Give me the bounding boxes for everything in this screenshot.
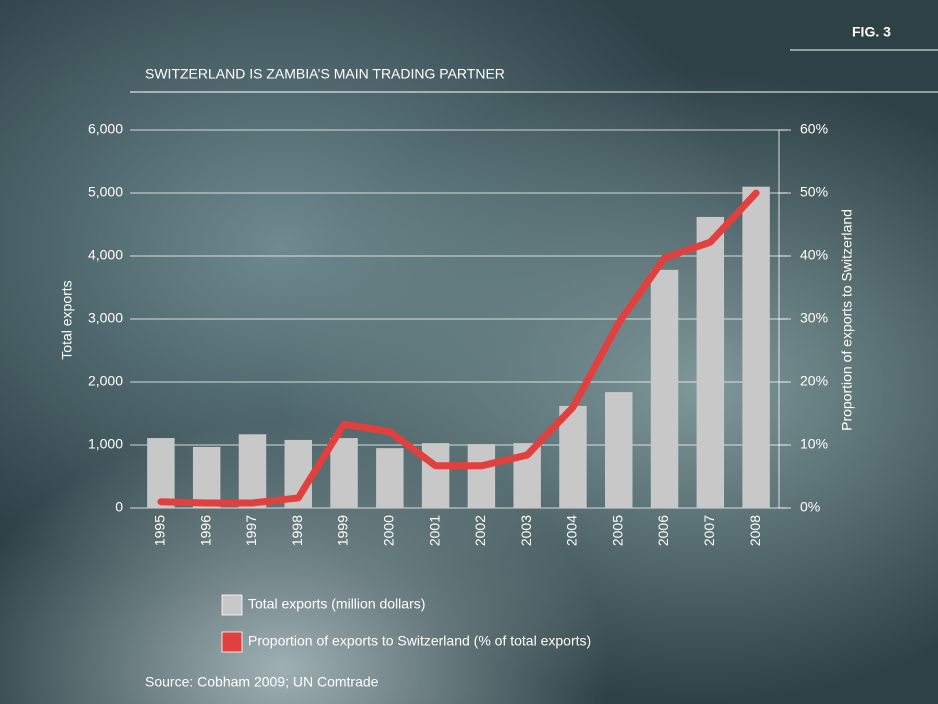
x-tick-label: 2005	[609, 515, 625, 546]
bar	[697, 217, 724, 508]
x-tick-label: 2008	[747, 515, 763, 546]
y-tick-label: 3,000	[88, 310, 123, 326]
figure-label: FIG. 3	[852, 24, 891, 40]
x-tick-label: 2002	[472, 515, 488, 546]
x-tick-label: 2007	[701, 515, 717, 546]
y2-tick-label: 0%	[800, 499, 820, 515]
cloud	[0, 0, 938, 704]
x-tick-label: 2003	[518, 515, 534, 546]
x-tick-label: 1999	[335, 515, 351, 546]
y2-axis-title: Proportion of exports to Switzerland	[839, 209, 855, 431]
bar	[742, 187, 769, 508]
x-tick-label: 2006	[655, 515, 671, 546]
legend-label: Proportion of exports to Switzerland (% …	[248, 633, 591, 649]
y-tick-label: 2,000	[88, 373, 123, 389]
legend-swatch	[222, 632, 242, 652]
bar	[239, 434, 266, 508]
y2-tick-label: 20%	[800, 373, 828, 389]
x-tick-label: 1996	[197, 515, 213, 546]
y2-tick-label: 40%	[800, 247, 828, 263]
y-tick-label: 1,000	[88, 436, 123, 452]
y-tick-label: 5,000	[88, 184, 123, 200]
x-tick-label: 2004	[564, 515, 580, 546]
chart: FIG. 3 SWITZERLAND IS ZAMBIA’S MAIN TRAD…	[0, 0, 938, 704]
y2-tick-label: 50%	[800, 184, 828, 200]
y-tick-label: 6,000	[88, 121, 123, 137]
source: Source: Cobham 2009; UN Comtrade	[145, 674, 379, 690]
bar	[468, 444, 495, 508]
x-tick-label: 1998	[289, 515, 305, 546]
bar	[193, 447, 220, 508]
bar	[147, 438, 174, 508]
legend-swatch	[222, 595, 242, 615]
y-axis-title: Total exports	[59, 280, 75, 359]
y-tick-label: 0	[115, 499, 123, 515]
y2-tick-label: 60%	[800, 121, 828, 137]
x-tick-label: 1995	[152, 515, 168, 546]
x-tick-label: 2000	[381, 515, 397, 546]
y2-tick-label: 30%	[800, 310, 828, 326]
chart-title: SWITZERLAND IS ZAMBIA’S MAIN TRADING PAR…	[145, 66, 505, 82]
bar	[376, 448, 403, 508]
x-tick-label: 1997	[243, 515, 259, 546]
legend-label: Total exports (million dollars)	[248, 596, 425, 612]
x-tick-label: 2001	[426, 515, 442, 546]
bar	[651, 270, 678, 508]
bar	[330, 438, 357, 508]
bar	[422, 443, 449, 508]
y2-tick-label: 10%	[800, 436, 828, 452]
bar	[605, 392, 632, 508]
y-tick-label: 4,000	[88, 247, 123, 263]
